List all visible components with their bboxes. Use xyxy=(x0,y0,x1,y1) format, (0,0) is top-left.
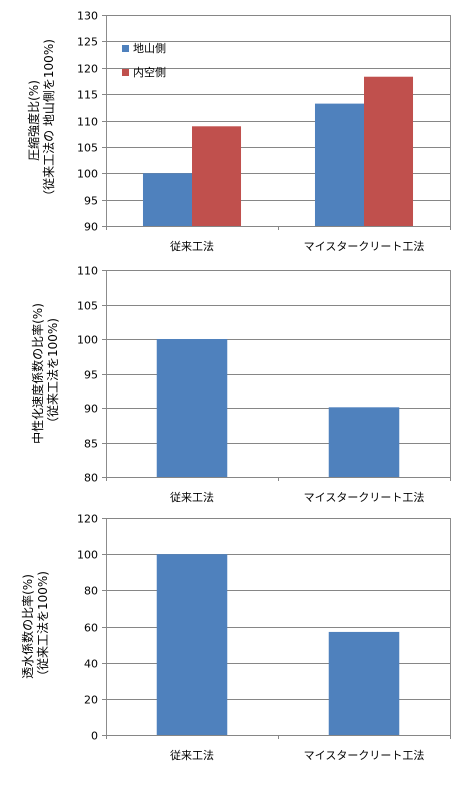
x-category-label: 従来工法 xyxy=(170,239,214,253)
y-tick-label: 90 xyxy=(84,221,98,234)
bar xyxy=(156,339,228,477)
y-tick-label: 100 xyxy=(77,549,98,562)
y-tick-label: 80 xyxy=(84,585,98,598)
legend-label: 内空側 xyxy=(133,65,166,79)
legend-swatch xyxy=(122,69,129,76)
bar xyxy=(142,173,192,226)
y-axis-label: （従来工法の 地山側を100%) xyxy=(42,39,56,202)
y-axis-label: （従来工法を100%) xyxy=(36,571,50,682)
y-axis-label: 圧縮強度比(%) xyxy=(26,80,41,161)
y-tick-label: 95 xyxy=(84,195,98,208)
x-category-label: マイスタークリート工法 xyxy=(304,239,425,253)
y-tick-label: 130 xyxy=(77,10,98,23)
x-category-label: マイスタークリート工法 xyxy=(304,748,425,762)
chart-svg: 0 20 40 60 80 100 120 従来工法 マイスタークリート工法 透水係数の比率(%)… xyxy=(20,513,451,762)
carbonation-rate-chart: 80 85 90 95 100 105 110 従来工法 マイスタークリート工法 中性化速度係数の… xyxy=(0,262,476,512)
y-tick-label: 20 xyxy=(84,694,98,707)
y-tick-label: 125 xyxy=(77,36,98,49)
bar xyxy=(328,631,400,735)
y-tick-label: 110 xyxy=(77,265,98,278)
y-tick-label: 40 xyxy=(84,658,98,671)
bar xyxy=(328,407,400,477)
y-tick-label: 115 xyxy=(77,89,98,102)
chart-svg: 80 85 90 95 100 105 110 従来工法 マイスタークリート工法 中性化速度係数の… xyxy=(30,265,451,504)
y-tick-label: 100 xyxy=(77,168,98,181)
legend-swatch xyxy=(122,45,129,52)
x-category-label: 従来工法 xyxy=(170,490,214,504)
y-tick-label: 90 xyxy=(84,403,98,416)
y-tick-label: 85 xyxy=(84,438,98,451)
y-tick-label: 60 xyxy=(84,622,98,635)
y-tick-label: 95 xyxy=(84,369,98,382)
y-tick-label: 110 xyxy=(77,116,98,129)
y-tick-label: 105 xyxy=(77,300,98,313)
compressive-strength-chart: 90 95 100 105 110 115 120 125 130 従来工法 マイスタークリート工法… xyxy=(0,0,476,262)
y-axis-label: （従来工法を100%) xyxy=(46,318,60,429)
y-tick-label: 100 xyxy=(77,334,98,347)
permeability-chart: 0 20 40 60 80 100 120 従来工法 マイスタークリート工法 透水係数の比率(%)… xyxy=(0,512,476,793)
y-tick-label: 120 xyxy=(77,513,98,526)
x-category-label: マイスタークリート工法 xyxy=(304,490,425,504)
chart-svg: 90 95 100 105 110 115 120 125 130 従来工法 マイスタークリート工法… xyxy=(26,10,451,253)
y-tick-label: 80 xyxy=(84,472,98,485)
y-axis-label: 透水係数の比率(%) xyxy=(20,574,35,679)
bar xyxy=(192,126,242,226)
y-tick-label: 0 xyxy=(91,730,98,743)
x-category-label: 従来工法 xyxy=(170,748,214,762)
legend-label: 地山側 xyxy=(133,42,166,55)
y-tick-label: 120 xyxy=(77,63,98,76)
y-tick-label: 105 xyxy=(77,142,98,155)
bar xyxy=(314,103,364,226)
bar xyxy=(156,554,228,735)
bar xyxy=(364,76,414,226)
y-axis-label: 中性化速度係数の比率(%) xyxy=(30,303,45,444)
